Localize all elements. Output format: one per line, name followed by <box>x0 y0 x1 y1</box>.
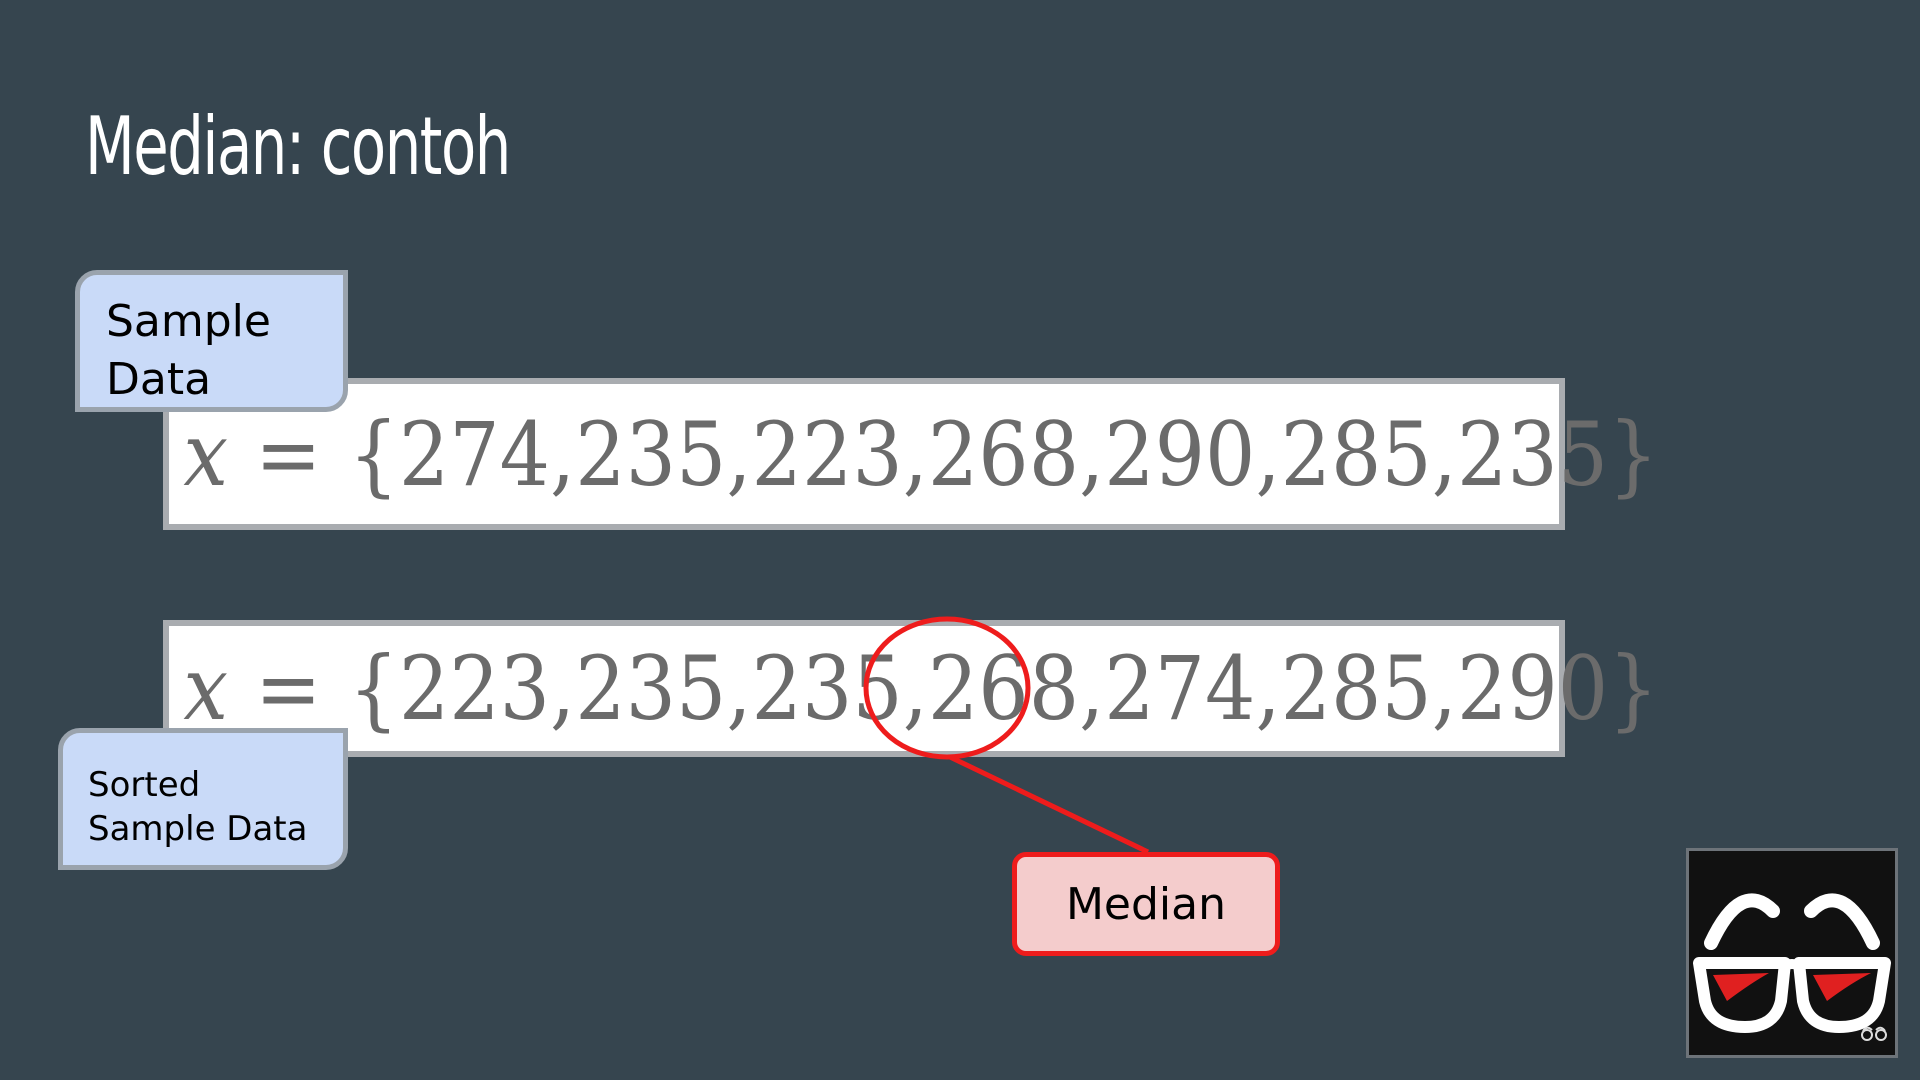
slide-title: Median: contoh <box>85 100 511 193</box>
sample-data-equation: x = { 274, 235, 223, 268, 290, 285, 235 … <box>169 402 1659 506</box>
comma: , <box>1079 402 1105 506</box>
comma: , <box>726 637 752 740</box>
comma: , <box>550 402 576 506</box>
sorted-value-1: 223 <box>398 637 551 740</box>
glasses-logo-graphic <box>1693 893 1891 1041</box>
median-connector-line <box>948 754 1150 855</box>
sorted-value-3: 235 <box>751 637 903 740</box>
value-7: 235 <box>1456 402 1609 506</box>
comma: , <box>1255 402 1281 506</box>
sorted-value-6: 285 <box>1280 637 1432 740</box>
value-2: 235 <box>575 402 727 506</box>
open-brace: { <box>348 402 399 506</box>
value-4: 268 <box>927 402 1080 506</box>
sorted-value-7: 290 <box>1456 637 1609 740</box>
sample-data-callout: Sample Data <box>75 270 348 412</box>
equation-equals: = <box>255 402 322 506</box>
equation-variable: x <box>183 402 229 506</box>
close-brace: } <box>1608 402 1659 506</box>
callout-line: Sample <box>106 296 271 347</box>
callout-line: Sample Data <box>88 809 308 849</box>
comma: , <box>1079 637 1105 740</box>
callout-line: Sorted <box>88 765 201 805</box>
comma: , <box>1255 637 1281 740</box>
sorted-data-equation-box: x = { 223, 235, 235, 268, 274, 285, 290 … <box>163 620 1659 757</box>
value-1: 274 <box>398 402 551 506</box>
value-3: 223 <box>751 402 903 506</box>
sorted-sample-data-callout: Sorted Sample Data <box>58 728 348 870</box>
comma: , <box>902 402 928 506</box>
equation-variable: x <box>183 637 229 740</box>
sorted-data-equation: x = { 223, 235, 235, 268, 274, 285, 290 … <box>169 637 1659 740</box>
median-label-box: Median <box>1012 852 1280 956</box>
comma: , <box>726 402 752 506</box>
callout-line: Data <box>106 354 212 405</box>
median-value: 268 <box>927 637 1080 740</box>
sorted-value-5: 274 <box>1104 637 1256 740</box>
close-brace: } <box>1608 637 1659 740</box>
sample-data-equation-box: x = { 274, 235, 223, 268, 290, 285, 235 … <box>163 378 1659 530</box>
value-5: 290 <box>1104 402 1256 506</box>
comma: , <box>1431 402 1457 506</box>
sorted-value-2: 235 <box>575 637 727 740</box>
open-brace: { <box>348 637 399 740</box>
comma: , <box>902 637 928 740</box>
glasses-icon <box>1686 848 1898 1058</box>
comma: , <box>550 637 576 740</box>
value-6: 285 <box>1280 402 1432 506</box>
comma: , <box>1431 637 1457 740</box>
equation-equals: = <box>255 637 322 740</box>
